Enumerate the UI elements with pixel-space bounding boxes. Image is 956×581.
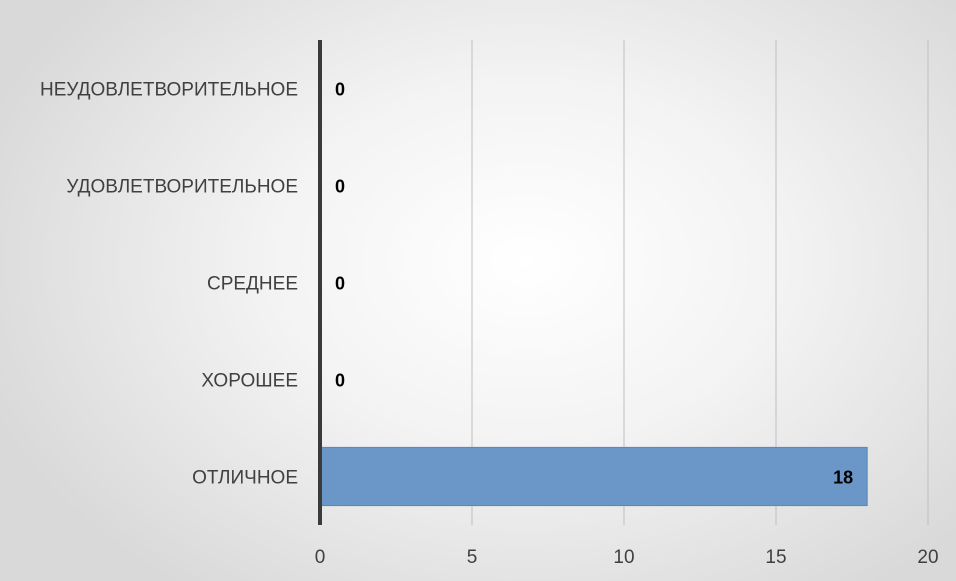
data-label-0: 18 [833,468,853,488]
gridlines [471,40,929,525]
x-tick-label-20: 20 [917,547,938,568]
category-label-3: УДОВЛЕТВОРИТЕЛЬНОЕ [66,177,298,198]
x-tick-label-10: 10 [613,547,634,568]
x-tick-label-15: 15 [765,547,786,568]
category-label-2: СРЕДНЕЕ [207,274,298,295]
category-label-1: ХОРОШЕЕ [201,371,298,392]
data-labels: 18 0 0 0 0 [335,80,853,488]
x-tick-label-0: 0 [315,547,326,568]
data-label-4: 0 [335,80,345,100]
category-label-0: ОТЛИЧНОЕ [192,468,298,489]
x-tick-label-5: 5 [467,547,478,568]
data-label-1: 0 [335,371,345,391]
data-label-3: 0 [335,177,345,197]
data-label-2: 0 [335,274,345,294]
bar-0 [319,446,868,507]
bars [319,446,868,507]
category-labels: ОТЛИЧНОЕ ХОРОШЕЕ СРЕДНЕЕ УДОВЛЕТВОРИТЕЛЬНОЕ… [40,80,298,489]
value-axis-tick-labels: 0 5 10 15 20 [315,547,939,568]
category-label-4: НЕУДОВЛЕТВОРИТЕЛЬНОЕ [40,80,298,101]
